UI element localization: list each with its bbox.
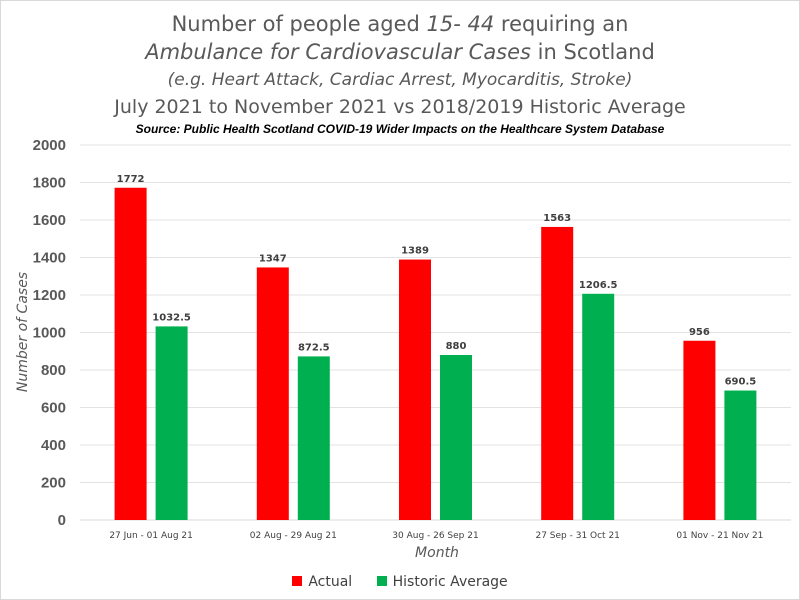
data-label: 1772 [117,174,145,185]
legend: Actual Historic Average [0,574,800,590]
gridlines [80,144,791,521]
y-tick-label: 0 [58,512,66,529]
data-label: 956 [689,327,710,338]
bar-historic-average [155,326,188,520]
data-label: 690.5 [725,377,757,388]
y-tick-label: 600 [41,400,66,417]
legend-label-actual: Actual [308,574,353,590]
x-axis-ticks: 27 Jun - 01 Aug 21 02 Aug - 29 Aug 21 30 A… [109,531,763,541]
bar-historic-average [724,390,757,520]
y-tick-label: 1600 [33,212,66,229]
bar-historic-average [297,356,330,520]
y-axis-label: Number of Cases [15,272,31,392]
bar-historic-average [582,293,615,520]
y-tick-label: 200 [41,475,66,492]
y-tick-label: 1200 [33,287,66,304]
bar-historic-average [440,355,472,520]
chart-title-line-2: Ambulance for Cardiovascular Cases in Sc… [145,40,655,64]
data-label: 1389 [401,246,429,257]
bar-actual [683,340,716,520]
legend-item-actual: Actual [292,574,352,590]
bars [114,187,757,520]
bar-actual [541,226,574,520]
x-tick-label: 02 Aug - 29 Aug 21 [250,531,337,541]
data-labels: 1772 1032.5 1347 872.5 1389 880 1563 1206.5 956 6… [117,174,757,388]
bar-actual [256,267,289,520]
y-tick-label: 400 [41,437,66,454]
data-label: 1206.5 [579,280,618,291]
x-tick-label: 30 Aug - 26 Sep 21 [392,531,478,541]
x-tick-label: 27 Jun - 01 Aug 21 [109,531,193,541]
legend-label-historic-average: Historic Average [392,574,508,590]
x-axis-label: Month [415,545,459,561]
y-tick-label: 2000 [33,137,66,154]
x-tick-label: 27 Sep - 31 Oct 21 [535,531,619,541]
y-tick-label: 1400 [33,250,66,267]
y-tick-label: 1800 [33,175,66,192]
data-label: 1563 [543,213,571,224]
bar-actual [114,187,147,520]
x-tick-label: 01 Nov - 21 Nov 21 [676,531,763,541]
legend-item-historic-average: Historic Average [376,574,508,590]
bar-actual [399,259,431,520]
data-label: 872.5 [298,342,330,353]
data-label: 1032.5 [152,312,191,323]
chart-title-line-1: Number of people aged 15- 44 requiring a… [171,12,629,36]
chart-subtitle-source: Source: Public Health Scotland COVID-19 … [135,122,665,136]
chart-title-line-4: July 2021 to November 2021 vs 2018/2019 … [114,96,686,118]
y-tick-label: 800 [41,362,66,379]
y-axis-ticks: 0 200 400 600 800 1000 1200 1400 1600 1800 2000 [33,137,66,529]
legend-swatch-historic-average [376,576,387,586]
legend-swatch-actual [292,576,303,586]
chart-title-line-3: (e.g. Heart Attack, Cardiac Arrest, Myoc… [167,70,633,90]
data-label: 880 [446,341,467,352]
y-tick-label: 1000 [33,325,66,342]
data-label: 1347 [259,253,287,264]
